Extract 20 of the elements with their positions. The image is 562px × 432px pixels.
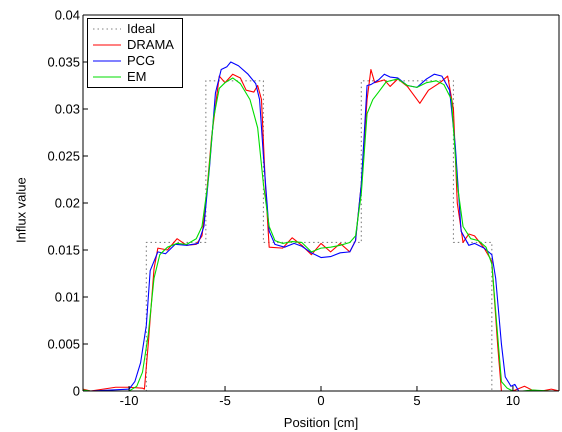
y-tick-label: 0.04 <box>54 8 80 23</box>
y-axis-title: Influx value <box>14 177 29 243</box>
y-tick-label: 0.025 <box>47 148 80 164</box>
y-tick-label: 0.005 <box>47 336 80 352</box>
x-axis-title: Position [cm] <box>284 415 358 430</box>
y-tick-label: 0.015 <box>47 242 80 258</box>
x-tick-label: -10 <box>120 393 138 408</box>
x-tick-label: 0 <box>317 393 325 408</box>
legend-label: DRAMA <box>127 37 174 53</box>
legend-label: EM <box>127 69 146 85</box>
y-tick-label: 0.03 <box>54 102 80 117</box>
y-tick-label: 0.01 <box>54 290 80 305</box>
legend-label: PCG <box>127 53 156 69</box>
y-tick-label: 0 <box>72 384 80 399</box>
x-tick-label: -5 <box>219 393 231 408</box>
y-tick-label: 0.035 <box>47 54 80 70</box>
x-tick-label: 5 <box>413 393 421 408</box>
x-tick-label: 10 <box>506 393 520 408</box>
legend-label: Ideal <box>127 21 156 37</box>
y-tick-label: 0.02 <box>54 196 80 211</box>
